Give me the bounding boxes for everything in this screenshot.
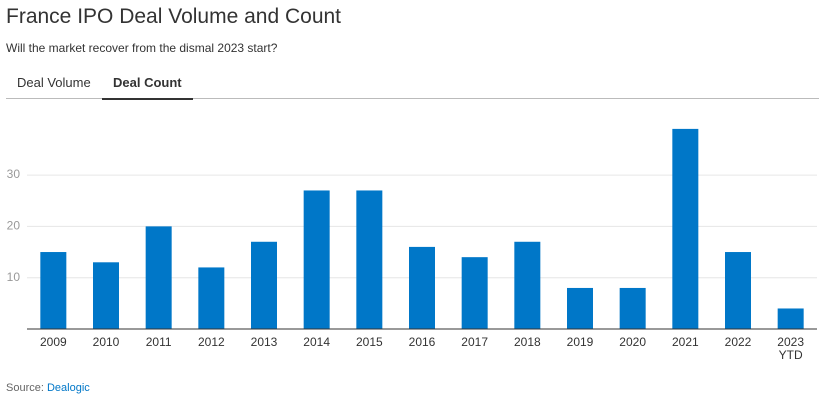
- tab[interactable]: Deal Volume: [17, 75, 91, 90]
- x-tick-label: 2016: [408, 335, 436, 349]
- bar: [93, 262, 119, 329]
- chart-title: France IPO Deal Volume and Count: [6, 5, 342, 28]
- y-tick-label: 20: [7, 219, 21, 233]
- bar: [672, 128, 699, 329]
- x-tick-label: 2018: [513, 335, 541, 349]
- y-tick-label: 10: [7, 270, 21, 284]
- bar: [514, 241, 541, 329]
- bar: [145, 226, 172, 329]
- y-tick-label: 30: [7, 167, 21, 181]
- x-tick-label: 2014: [303, 335, 330, 349]
- x-tick-label: 2017: [461, 335, 488, 349]
- bar: [777, 308, 804, 329]
- x-tick-label: 2013: [250, 335, 278, 349]
- x-tick-label: 2012: [197, 335, 225, 349]
- bar: [409, 246, 435, 329]
- x-tick-label: 2022: [724, 335, 752, 349]
- bar: [461, 257, 488, 329]
- x-tick-label: 2011: [145, 335, 172, 349]
- bar: [303, 190, 330, 329]
- x-tick-label: 2009: [39, 335, 67, 349]
- bar: [567, 287, 593, 329]
- tab[interactable]: Deal Count: [102, 73, 193, 100]
- x-tick-label: 2020: [619, 335, 646, 349]
- bar: [251, 241, 277, 329]
- bar: [619, 287, 646, 329]
- x-tick-label: 2015: [355, 335, 383, 349]
- source: Source: Dealogic: [6, 382, 90, 394]
- chart-subtitle: Will the market recover from the dismal …: [6, 41, 278, 55]
- bar: [356, 190, 383, 329]
- x-tick-label: 2019: [566, 335, 594, 349]
- bar: [725, 252, 751, 329]
- x-tick-label: 2023 YTD: [777, 335, 804, 362]
- x-tick-label: 2010: [92, 335, 120, 349]
- source-link[interactable]: Dealogic: [46, 382, 90, 394]
- x-tick-label: 2021: [671, 335, 699, 349]
- bar: [198, 267, 225, 329]
- source-label: Source:: [6, 382, 44, 394]
- bar: [40, 252, 67, 329]
